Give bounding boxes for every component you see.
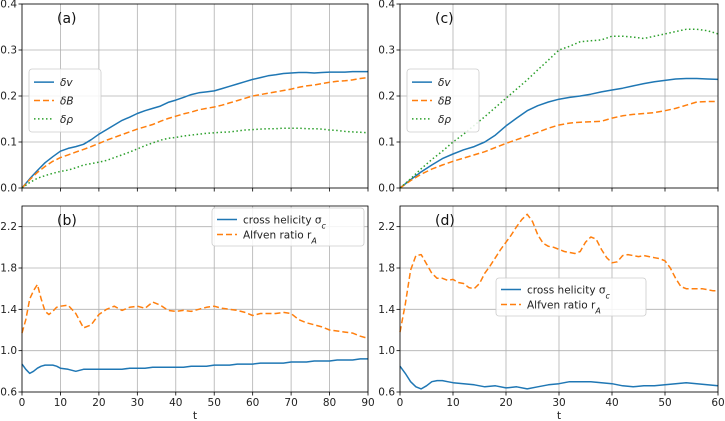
legend-label-a-2: δρ bbox=[60, 114, 73, 126]
panel-label-a: (a) bbox=[57, 11, 77, 27]
x-tick-label-b-3: 30 bbox=[131, 397, 144, 409]
legend-label-c-1: δB bbox=[438, 96, 452, 108]
x-axis-label-b: t bbox=[193, 409, 198, 421]
x-axis-label-d: t bbox=[557, 409, 562, 421]
y-tick-label-b-3: 1.8 bbox=[0, 263, 17, 275]
y-tick-label-b-1: 1.0 bbox=[0, 345, 17, 357]
series-line-d-0 bbox=[399, 365, 719, 390]
series-line-a-1 bbox=[21, 76, 369, 189]
panel-d: 0 10 20 30 40 50 60 0.6 1.0 1.4 1.8 2.2 t (d) cross he… bbox=[378, 205, 725, 421]
legend-label-d-0: cross helicity σc bbox=[527, 285, 611, 301]
y-tick-label-c-3: 0.3 bbox=[378, 45, 395, 57]
y-tick-label-c-1: 0.1 bbox=[378, 137, 395, 149]
x-tick-label-d-5: 50 bbox=[658, 397, 671, 409]
x-tick-label-b-6: 60 bbox=[246, 397, 259, 409]
y-tick-label-d-3: 1.8 bbox=[378, 263, 395, 275]
panel-label-d: (d) bbox=[435, 213, 455, 229]
series-line-a-2 bbox=[21, 127, 369, 189]
y-tick-label-d-1: 1.0 bbox=[378, 345, 395, 357]
y-tick-label-d-4: 2.2 bbox=[378, 221, 395, 233]
legend-label-c-0: δv bbox=[438, 77, 451, 89]
x-tick-label-d-2: 20 bbox=[499, 397, 512, 409]
x-tick-label-d-1: 10 bbox=[446, 397, 459, 409]
y-tick-label-c-2: 0.2 bbox=[378, 91, 395, 103]
series-line-c-0 bbox=[399, 77, 719, 189]
legend-box-d bbox=[495, 277, 647, 317]
series-line-a-0 bbox=[21, 70, 368, 189]
x-tick-label-d-4: 40 bbox=[605, 397, 618, 409]
x-tick-label-b-5: 50 bbox=[208, 397, 221, 409]
series-line-b-1 bbox=[21, 283, 369, 340]
legend-c: δv δB δρ bbox=[406, 68, 480, 133]
legend-a: δv δB δρ bbox=[28, 68, 102, 133]
y-tick-label-b-2: 1.4 bbox=[0, 304, 17, 316]
legend-label-a-1: δB bbox=[60, 96, 74, 108]
x-tick-label-d-3: 30 bbox=[552, 397, 565, 409]
x-tick-label-d-6: 60 bbox=[711, 397, 724, 409]
legend-box-b bbox=[211, 207, 365, 247]
x-tick-label-b-2: 20 bbox=[92, 397, 105, 409]
y-tick-label-a-1: 0.1 bbox=[0, 137, 17, 149]
x-tick-label-b-4: 40 bbox=[169, 397, 182, 409]
legend-box-c bbox=[406, 68, 480, 133]
panel-b: 0 10 20 30 40 50 60 70 80 90 0.6 1.0 1.4 1.8 2.2 t (b) cr… bbox=[0, 205, 375, 421]
legend-label-b-1: Alfven ratio rA bbox=[243, 230, 317, 246]
panel-label-b: (b) bbox=[57, 213, 77, 229]
series-line-d-1 bbox=[399, 213, 718, 333]
x-tick-label-b-1: 10 bbox=[54, 397, 67, 409]
y-tick-label-a-4: 0.4 bbox=[0, 0, 17, 11]
y-tick-label-d-0: 0.6 bbox=[378, 387, 395, 399]
legend-label-d-1: Alfven ratio rA bbox=[527, 300, 601, 316]
y-tick-label-c-0: 0.0 bbox=[378, 183, 395, 195]
series-line-c-1 bbox=[399, 100, 718, 189]
series-line-b-0 bbox=[21, 358, 368, 375]
x-tick-label-b-7: 70 bbox=[284, 397, 297, 409]
x-tick-label-b-8: 80 bbox=[323, 397, 336, 409]
x-tick-label-d-0: 0 bbox=[397, 397, 404, 409]
axes-frame-b bbox=[21, 205, 369, 393]
y-tick-label-a-0: 0.0 bbox=[0, 183, 17, 195]
panel-c: 0.0 0.1 0.2 0.3 0.4 (c) δv δB δρ bbox=[378, 0, 719, 195]
panel-a: 0.0 0.1 0.2 0.3 0.4 (a) δv δB δρ bbox=[0, 0, 369, 195]
legend-label-c-2: δρ bbox=[438, 114, 451, 126]
y-tick-label-a-2: 0.2 bbox=[0, 91, 17, 103]
x-tick-label-b-0: 0 bbox=[19, 397, 26, 409]
y-tick-label-c-4: 0.4 bbox=[378, 0, 395, 11]
panel-label-c: (c) bbox=[435, 11, 454, 27]
y-tick-label-a-3: 0.3 bbox=[0, 45, 17, 57]
legend-box-a bbox=[28, 68, 102, 133]
legend-label-a-0: δv bbox=[60, 77, 73, 89]
legend-label-b-0: cross helicity σc bbox=[243, 215, 327, 231]
y-tick-label-b-4: 2.2 bbox=[0, 221, 17, 233]
y-tick-label-d-2: 1.4 bbox=[378, 304, 395, 316]
y-tick-label-b-0: 0.6 bbox=[0, 387, 17, 399]
x-tick-label-b-9: 90 bbox=[361, 397, 374, 409]
